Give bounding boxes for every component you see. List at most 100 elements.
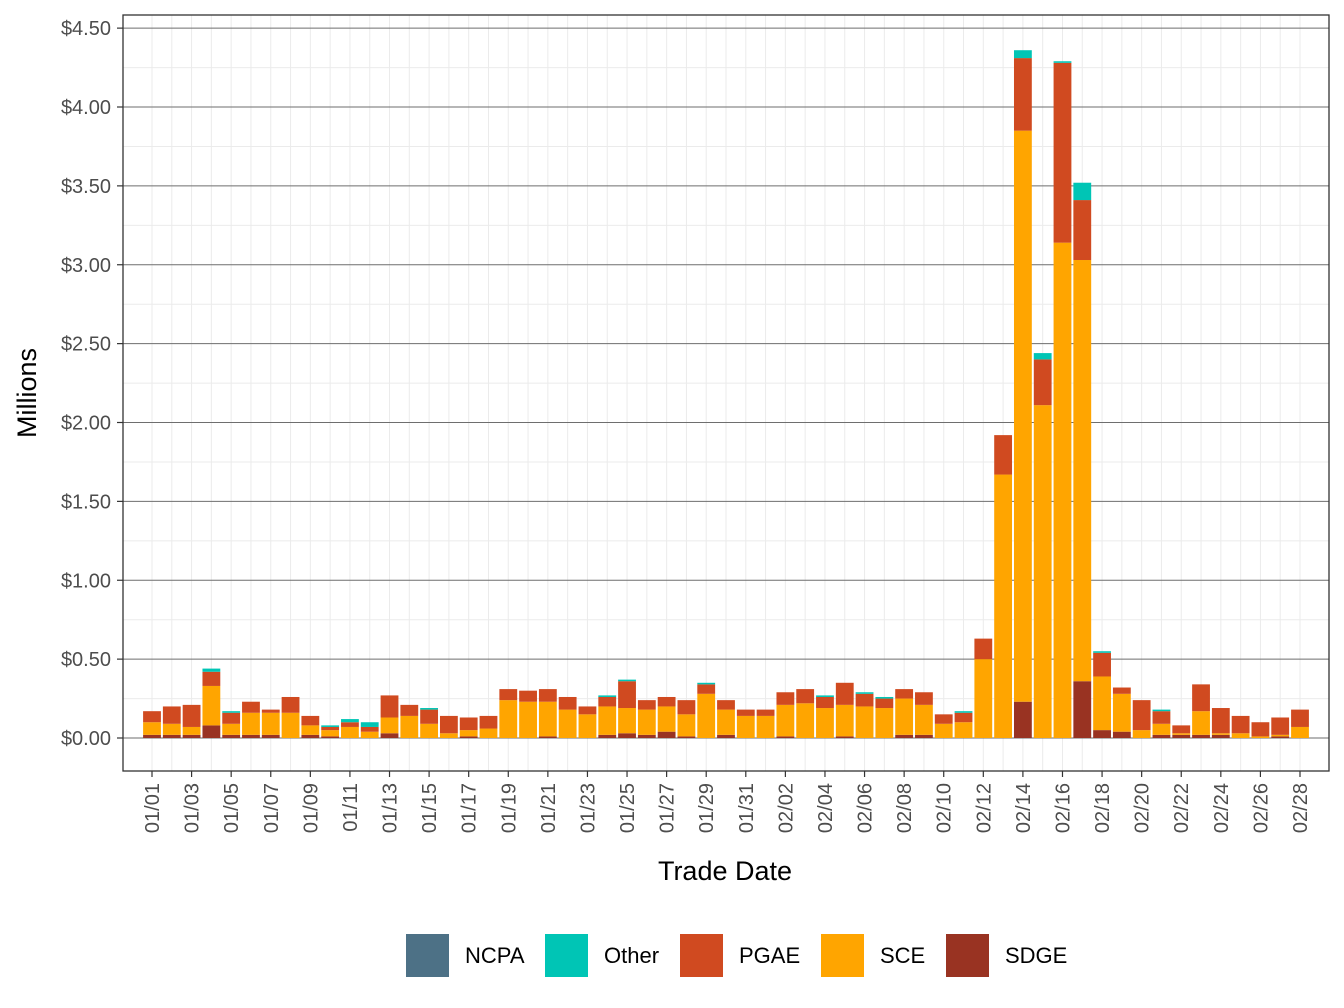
y-tick-label: $4.50 [61, 18, 111, 40]
x-tick-label: 01/17 [459, 783, 481, 833]
legend-key-other [545, 934, 588, 977]
bar-other-01-12 [360, 722, 379, 727]
x-tick-label: 02/10 [934, 783, 956, 833]
bar-sdge-02-27 [1271, 736, 1290, 738]
y-axis: $0.00 $0.50 $1.00 $1.50 $2.00 $2.50 $3.00 $3.50… [61, 18, 123, 750]
y-axis-title: Millions [12, 348, 42, 438]
bar-sdge-01-13 [380, 733, 399, 738]
bar-sce-02-16 [1053, 242, 1072, 739]
bar-pgae-01-15 [420, 709, 439, 724]
x-axis: 01/01 01/03 01/05 01/07 01/09 01/11 01/13 01/15… [142, 771, 1312, 833]
bar-sce-02-20 [1132, 730, 1151, 738]
bar-sdge-01-01 [143, 734, 161, 738]
bar-sdge-02-24 [1211, 734, 1230, 738]
x-tick-label: 01/23 [577, 783, 599, 833]
bar-pgae-01-30 [717, 700, 735, 710]
bar-pgae-01-31 [736, 709, 755, 716]
x-tick-label: 01/21 [538, 783, 560, 833]
bar-sce-01-12 [360, 731, 379, 738]
bar-sce-02-11 [954, 722, 973, 738]
bar-sce-02-14 [1013, 130, 1032, 702]
bar-other-02-21 [1152, 709, 1171, 712]
bar-sce-02-01 [756, 715, 775, 738]
x-tick-label: 01/09 [300, 783, 322, 833]
x-tick-label: 02/22 [1171, 783, 1193, 833]
bar-sce-01-26 [637, 709, 656, 735]
bar-sce-02-18 [1093, 676, 1111, 731]
bar-other-02-11 [954, 711, 973, 713]
bar-sce-01-25 [618, 708, 636, 734]
bar-pgae-02-25 [1231, 715, 1250, 734]
legend-label-pgae: PGAE [739, 943, 800, 968]
bar-pgae-02-28 [1291, 709, 1309, 727]
bar-sce-02-06 [855, 706, 874, 738]
bar-pgae-02-02 [776, 692, 795, 705]
bar-sdge-02-09 [915, 734, 933, 738]
bar-sce-02-05 [835, 704, 854, 737]
bar-pgae-01-18 [479, 715, 498, 729]
bar-pgae-01-02 [162, 706, 181, 724]
bar-other-01-29 [697, 682, 716, 685]
x-tick-label: 01/31 [736, 783, 758, 833]
bar-pgae-02-05 [835, 682, 854, 705]
bar-sce-01-09 [301, 725, 320, 735]
bar-sce-01-28 [677, 714, 696, 737]
bar-pgae-01-20 [519, 690, 537, 702]
x-tick-label: 02/16 [1052, 783, 1074, 833]
bar-other-02-06 [855, 692, 874, 694]
x-tick-label: 02/18 [1092, 783, 1114, 833]
bar-pgae-02-09 [915, 692, 933, 705]
bar-sce-01-16 [439, 733, 458, 738]
bar-sdge-01-10 [321, 736, 340, 738]
bar-sdge-02-08 [895, 734, 914, 738]
bar-sce-01-22 [558, 709, 577, 738]
bar-sdge-01-03 [182, 734, 201, 738]
x-tick-label: 01/19 [498, 783, 520, 833]
bar-sce-01-19 [499, 700, 518, 738]
bar-sdge-01-09 [301, 734, 320, 738]
bar-pgae-01-16 [439, 715, 458, 734]
bar-sdge-01-07 [261, 734, 280, 738]
bar-sce-01-27 [657, 706, 676, 732]
x-tick-label: 01/25 [617, 783, 639, 833]
bar-pgae-02-19 [1112, 687, 1131, 694]
bar-sce-01-06 [242, 712, 260, 735]
bar-pgae-01-01 [143, 711, 161, 723]
bar-sce-02-03 [796, 703, 815, 738]
bar-other-02-18 [1093, 651, 1111, 653]
bar-sce-01-05 [222, 723, 241, 735]
bar-pgae-01-04 [202, 671, 221, 686]
bar-sce-02-10 [934, 723, 953, 738]
legend-key-pgae [680, 934, 723, 977]
bar-sce-02-19 [1112, 693, 1131, 732]
bar-sdge-01-05 [222, 734, 241, 738]
x-tick-label: 01/07 [261, 783, 283, 833]
bar-other-01-25 [618, 679, 636, 682]
x-tick-label: 01/29 [696, 783, 718, 833]
x-tick-label: 01/01 [142, 783, 164, 833]
x-tick-label: 02/14 [1013, 783, 1035, 833]
bar-sce-01-02 [162, 723, 181, 735]
bar-sdge-02-21 [1152, 734, 1171, 738]
bar-sdge-01-24 [598, 734, 617, 738]
bar-pgae-02-27 [1271, 717, 1290, 735]
bar-sce-01-31 [736, 715, 755, 738]
x-tick-label: 02/28 [1290, 783, 1312, 833]
bar-pgae-02-01 [756, 709, 775, 716]
bar-pgae-01-22 [558, 696, 577, 710]
bar-pgae-02-14 [1013, 58, 1032, 131]
bar-pgae-01-28 [677, 700, 696, 715]
bar-pgae-01-26 [637, 700, 656, 710]
bar-sce-01-07 [261, 712, 280, 735]
legend: NCPA Other PGAE SCE SDGE [406, 934, 1067, 977]
y-tick-label: $1.50 [61, 491, 111, 513]
bar-sdge-02-23 [1192, 734, 1210, 738]
bar-pgae-01-05 [222, 712, 241, 724]
y-tick-label: $0.00 [61, 728, 111, 750]
x-tick-label: 01/15 [419, 783, 441, 833]
bar-sdge-01-28 [677, 736, 696, 738]
x-tick-label: 02/20 [1132, 783, 1154, 833]
bar-sdge-01-04 [202, 725, 221, 738]
bar-pgae-01-23 [578, 706, 597, 715]
